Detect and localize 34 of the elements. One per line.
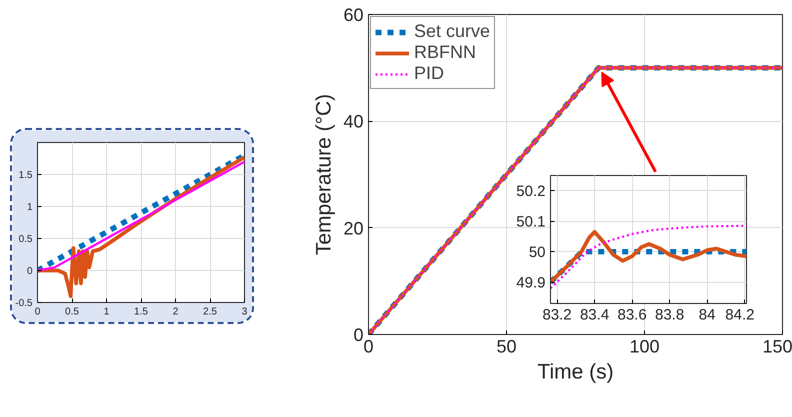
x-tick-label: 83.4 <box>580 306 610 324</box>
x-tick-label: 0 <box>34 306 41 318</box>
legend-label: Set curve <box>414 21 490 42</box>
x-tick-label: 2 <box>172 306 179 318</box>
y-tick-label: 50.1 <box>516 214 546 231</box>
y-tick-label: 49.9 <box>516 274 546 292</box>
x-tick-label: 2.5 <box>203 306 218 318</box>
y-tick-label: 0 <box>26 266 33 277</box>
x-tick-label: 50 <box>496 336 517 356</box>
x-tick-label: 1 <box>104 306 110 318</box>
x-tick-label: 83.2 <box>542 306 572 324</box>
y-tick-label: 50.2 <box>516 183 546 200</box>
y-tick-label: 1 <box>26 202 33 213</box>
x-tick-label: 150 <box>762 336 792 356</box>
y-axis-title: Temperature (°C) <box>312 94 336 256</box>
x-axis-title: Time (s) <box>537 360 614 384</box>
y-tick-label: 40 <box>343 112 364 132</box>
x-tick-label: 100 <box>629 336 660 356</box>
x-tick-label: 1.5 <box>134 306 148 318</box>
legend-label: RBFNN <box>414 42 476 63</box>
y-tick-label: 20 <box>343 218 364 238</box>
y-tick-label: 0.5 <box>18 234 33 245</box>
y-tick-label: 50 <box>528 244 546 262</box>
x-tick-label: 84 <box>698 306 716 324</box>
x-tick-label: 3 <box>242 306 248 318</box>
x-tick-label: 83.6 <box>617 306 647 324</box>
y-tick-label: -0.5 <box>15 298 33 309</box>
legend-label: PID <box>414 63 444 84</box>
line-series <box>38 155 244 298</box>
x-tick-label: 84.2 <box>725 306 755 324</box>
x-tick-label: 83.8 <box>655 306 684 324</box>
x-tick-label: 0.5 <box>65 306 80 318</box>
y-tick-label: 60 <box>343 5 364 25</box>
y-tick-label: 1.5 <box>18 170 33 181</box>
